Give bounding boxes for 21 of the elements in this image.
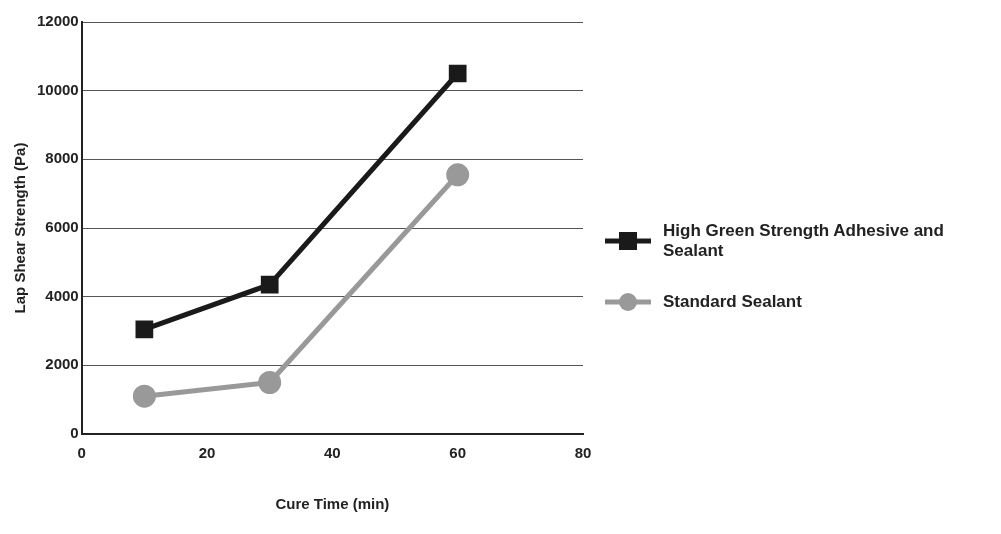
legend-label: Standard Sealant <box>663 292 802 312</box>
point <box>260 275 279 294</box>
point <box>132 384 156 408</box>
y-axis-title: Lap Shear Strength (Pa) <box>11 142 29 314</box>
y-tick-label: 8000 <box>45 149 79 167</box>
point <box>446 163 470 187</box>
y-tick-label: 2000 <box>45 355 79 373</box>
x-tick-label: 20 <box>198 444 216 462</box>
y-tick-label: 10000 <box>36 80 79 98</box>
x-tick-label: 40 <box>324 444 341 462</box>
point <box>448 64 467 83</box>
x-tick-label: 60 <box>449 444 467 462</box>
point <box>258 371 282 394</box>
y-tick-label: 4000 <box>45 286 79 304</box>
y-tick-label: 0 <box>70 424 79 442</box>
y-tick-label: 6000 <box>45 218 79 236</box>
point <box>135 320 154 339</box>
y-tick-label: 12000 <box>36 12 79 30</box>
x-axis-title: Cure Time (min) <box>275 495 390 513</box>
x-tick-label: 80 <box>574 444 592 462</box>
legend-label: High Green Strength Adhesive and Sealant <box>663 221 945 261</box>
